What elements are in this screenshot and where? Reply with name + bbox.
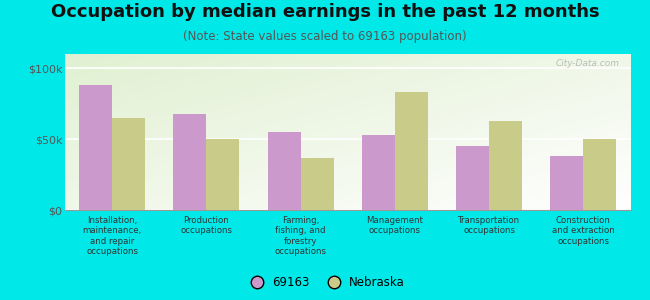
Text: Management
occupations: Management occupations (367, 216, 423, 236)
Text: Production
occupations: Production occupations (181, 216, 233, 236)
Bar (79, 85, 112, 210)
Bar (112, 118, 145, 210)
Bar (584, 139, 616, 210)
Bar (551, 156, 584, 210)
Bar (300, 158, 333, 210)
Bar (207, 139, 239, 210)
Bar (174, 114, 207, 210)
Legend: 69163, Nebraska: 69163, Nebraska (240, 272, 410, 294)
Text: Farming,
fishing, and
forestry
occupations: Farming, fishing, and forestry occupatio… (274, 216, 326, 256)
Bar (489, 121, 522, 210)
Text: Occupation by median earnings in the past 12 months: Occupation by median earnings in the pas… (51, 3, 599, 21)
Text: Transportation
occupations: Transportation occupations (458, 216, 520, 236)
Text: (Note: State values scaled to 69163 population): (Note: State values scaled to 69163 popu… (183, 30, 467, 43)
Text: Installation,
maintenance,
and repair
occupations: Installation, maintenance, and repair oc… (83, 216, 142, 256)
Bar (362, 135, 395, 210)
Bar (268, 132, 300, 210)
Bar (456, 146, 489, 210)
Bar (395, 92, 428, 210)
Text: Construction
and extraction
occupations: Construction and extraction occupations (552, 216, 615, 246)
Text: City-Data.com: City-Data.com (555, 59, 619, 68)
